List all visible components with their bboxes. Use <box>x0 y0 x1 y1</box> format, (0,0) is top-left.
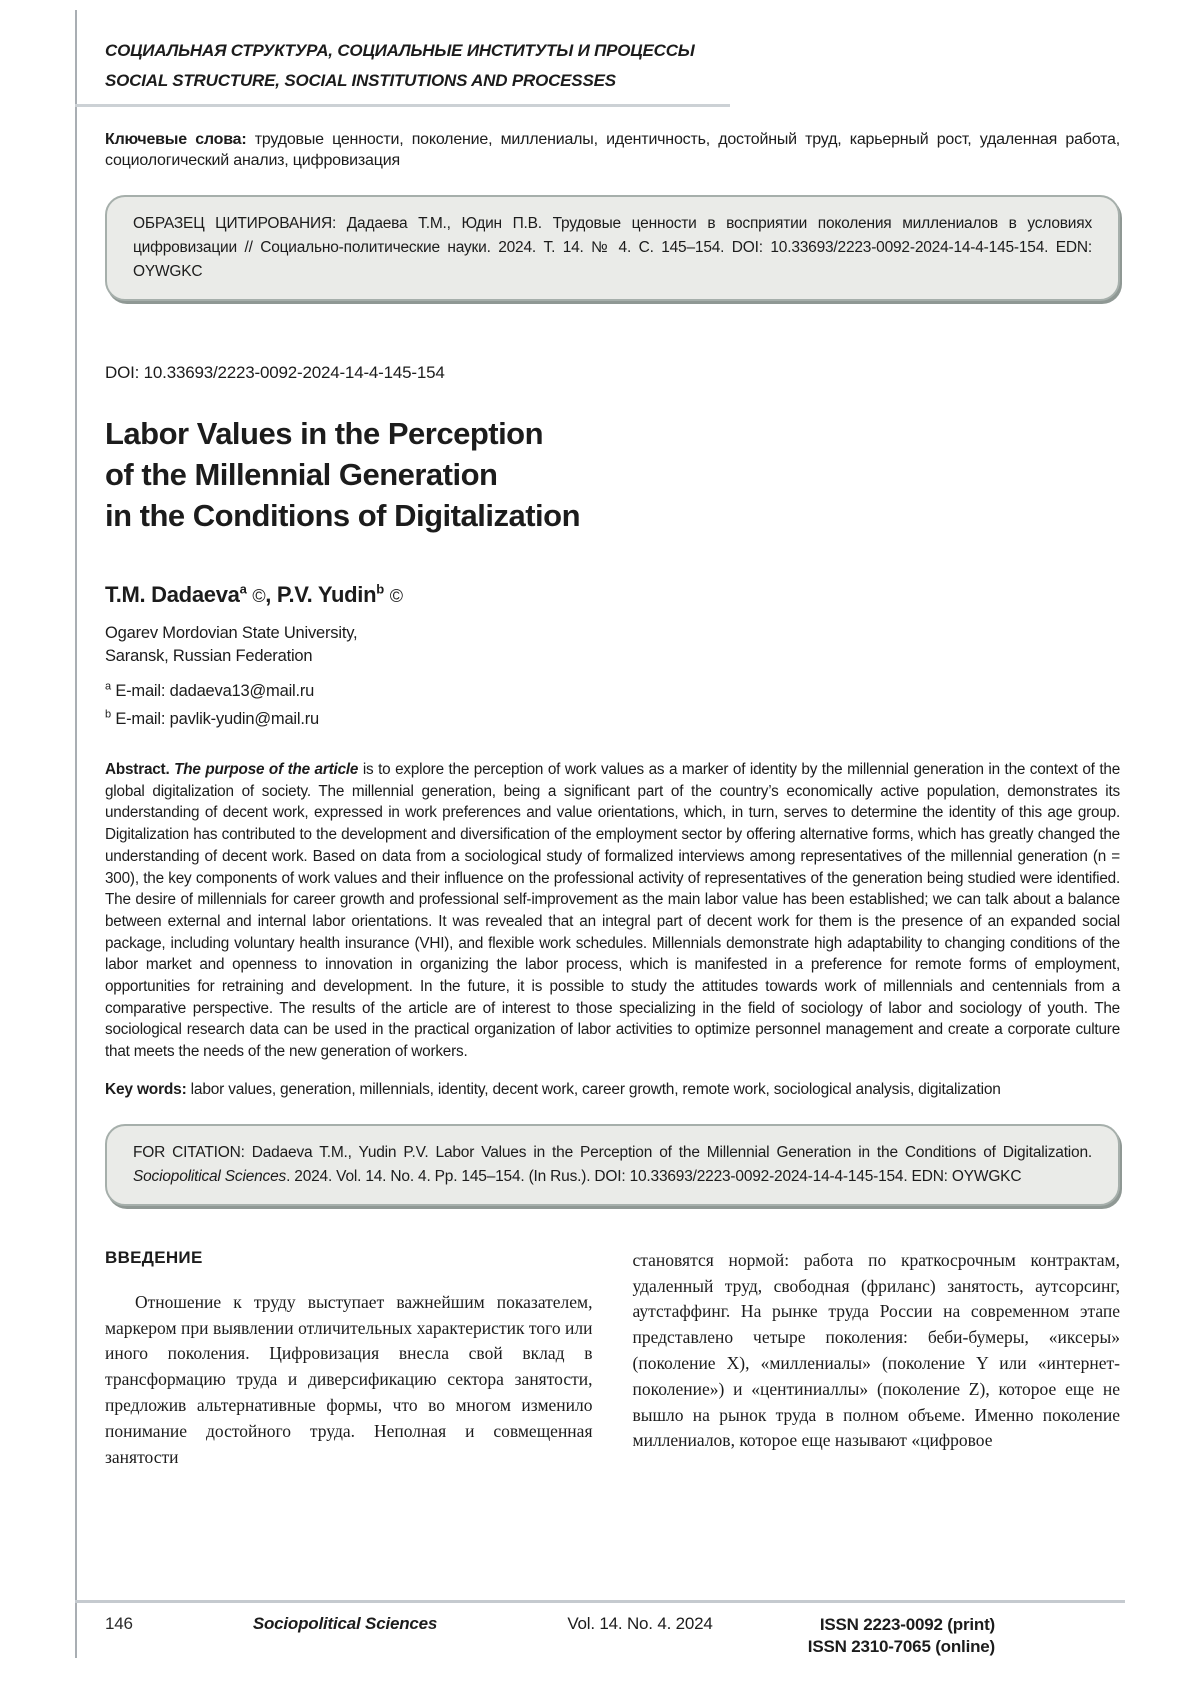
authors-line: T.M. Dadaevaa ©, P.V. Yudinb © <box>105 582 1120 608</box>
copyright-icon: © <box>389 586 403 606</box>
left-margin-rule <box>75 10 77 1658</box>
author-separator: , <box>265 582 277 607</box>
author-name: T.M. Dadaeva <box>105 582 240 607</box>
emails: a E-mail: dadaeva13@mail.ru b E-mail: pa… <box>105 680 1120 729</box>
intro-paragraph-right: становятся нормой: работа по краткосрочн… <box>632 1249 1121 1451</box>
footer-page-number: 146 <box>105 1614 133 1633</box>
copyright-icon: © <box>252 586 266 606</box>
section-title-en: SOCIAL STRUCTURE, SOCIAL INSTITUTIONS AN… <box>105 71 616 90</box>
right-column: становятся нормой: работа по краткосрочн… <box>633 1248 1121 1471</box>
intro-paragraph-left: Отношение к труду выступает важнейшим по… <box>105 1291 593 1467</box>
email-text: E-mail: pavlik-yudin@mail.ru <box>115 710 320 728</box>
page-content: СОЦИАЛЬНАЯ СТРУКТУРА, СОЦИАЛЬНЫЕ ИНСТИТУ… <box>75 0 1120 1471</box>
author-affiliation-sup: a <box>239 581 247 597</box>
keywords-ru: Ключевые слова: трудовые ценности, покол… <box>105 129 1120 171</box>
footer-issn-print: ISSN 2223-0092 (print) <box>819 1615 995 1634</box>
email-line: a E-mail: dadaeva13@mail.ru <box>105 680 1120 701</box>
affiliation: Ogarev Mordovian State University, Saran… <box>105 624 358 665</box>
author-name: P.V. Yudin <box>276 582 377 607</box>
left-column: ВВЕДЕНИЕ Отношение к труду выступает важ… <box>105 1248 593 1471</box>
section-title-ru: СОЦИАЛЬНАЯ СТРУКТУРА, СОЦИАЛЬНЫЕ ИНСТИТУ… <box>105 41 695 60</box>
footer-issn-online: ISSN 2310-7065 (online) <box>807 1637 995 1656</box>
footer-issn: ISSN 2223-0092 (print) ISSN 2310-7065 (o… <box>785 1614 1125 1658</box>
introduction-heading: ВВЕДЕНИЕ <box>105 1247 203 1267</box>
keywords-ru-label: Ключевые слова: <box>105 131 247 148</box>
email-sup: b <box>105 708 111 721</box>
keywords-en: Key words: labor values, generation, mil… <box>105 1079 1120 1100</box>
footer-journal-name: Sociopolitical Sciences <box>252 1614 438 1633</box>
keywords-en-text: labor values, generation, millennials, i… <box>186 1080 1001 1098</box>
abstract-lead: The purpose of the article <box>169 761 359 778</box>
page-title: Labor Values in the Perception of the Mi… <box>105 416 581 533</box>
citation-box-ru: ОБРАЗЕЦ ЦИТИРОВАНИЯ: Дадаева Т.М., Юдин … <box>105 195 1120 301</box>
email-text: E-mail: dadaeva13@mail.ru <box>115 682 315 700</box>
page-footer: 146 Sociopolitical Sciences Vol. 14. No.… <box>75 1600 1125 1658</box>
author-affiliation-sup: b <box>376 581 384 597</box>
citation-ru-text: ОБРАЗЕЦ ЦИТИРОВАНИЯ: Дадаева Т.М., Юдин … <box>133 215 1092 280</box>
section-header: СОЦИАЛЬНАЯ СТРУКТУРА, СОЦИАЛЬНЫЕ ИНСТИТУ… <box>105 0 1120 96</box>
citation-box-en: FOR CITATION: Dadaeva T.M., Yudin P.V. L… <box>105 1123 1120 1206</box>
doi-line: DOI: 10.33693/2223-0092-2024-14-4-145-15… <box>105 363 445 382</box>
abstract-text: is to explore the perception of work val… <box>105 761 1120 1061</box>
body-columns: ВВЕДЕНИЕ Отношение к труду выступает важ… <box>105 1248 1120 1471</box>
keywords-ru-text: трудовые ценности, поколение, миллениалы… <box>105 131 1120 169</box>
email-line: b E-mail: pavlik-yudin@mail.ru <box>105 708 1120 729</box>
footer-volume-info: Vol. 14. No. 4. 2024 <box>567 1614 713 1633</box>
citation-en-journal: Sociopolitical Sciences <box>133 1167 287 1185</box>
abstract: Abstract. The purpose of the article is … <box>105 759 1120 1063</box>
header-rule <box>75 104 730 107</box>
citation-en-prefix: FOR CITATION: Dadaeva T.M., Yudin P.V. L… <box>133 1143 1092 1161</box>
keywords-en-label: Key words: <box>105 1080 187 1098</box>
citation-en-suffix: . 2024. Vol. 14. No. 4. Pp. 145–154. (In… <box>286 1167 1022 1185</box>
email-sup: a <box>105 680 111 693</box>
abstract-label: Abstract. <box>105 761 170 778</box>
